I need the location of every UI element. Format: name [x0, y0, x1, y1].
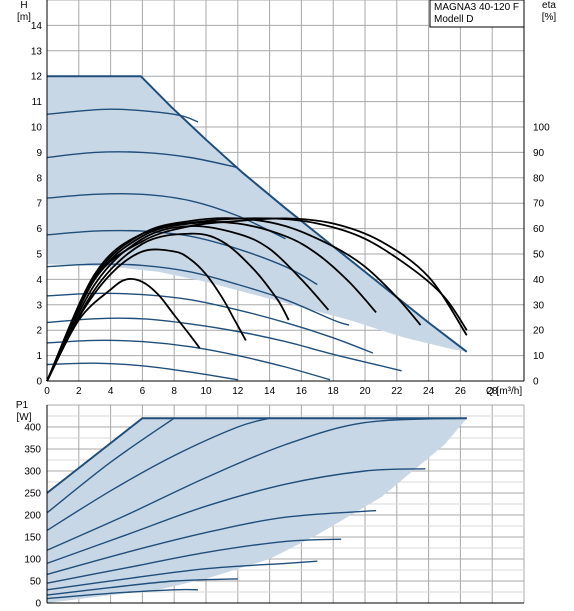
h-y-tick-label: 0 [36, 377, 42, 388]
p1-y-tick-label: 400 [24, 423, 41, 434]
h-y-tick-label: 5 [36, 250, 42, 261]
p1-control-curve [46, 538, 342, 584]
q-tick-label: 2 [76, 386, 82, 397]
p1-control-curve [46, 560, 318, 591]
p1-y-ticks: 0 50 100 150 200 250 300 350 400 [24, 423, 41, 610]
model-box: MAGNA3 40-120 F Modell D [429, 0, 525, 28]
eta-tick-label: 90 [533, 148, 545, 159]
h-y-tick-label: 2 [36, 326, 42, 337]
q-tick-label: 22 [391, 386, 403, 397]
model-box-frame [429, 0, 525, 28]
h-axis-unit: [m] [17, 12, 31, 23]
h-y-tick-label: 3 [36, 300, 42, 311]
h-control-curve [46, 339, 331, 381]
model-variant: Modell D [434, 14, 473, 25]
p1-control-curve [46, 417, 175, 514]
h-axes [46, 0, 525, 382]
q-tick-label: 4 [108, 386, 114, 397]
h-y-tick-label: 10 [31, 123, 43, 134]
q-tick-label: 20 [359, 386, 371, 397]
eta-curve [46, 217, 468, 382]
p1-operating-area [47, 418, 467, 603]
q-tick-label: 26 [455, 386, 467, 397]
p1-y-tick-label: 200 [24, 511, 41, 522]
eta-curve [46, 225, 330, 382]
p1-axis-unit: [W] [17, 412, 32, 423]
q-tick-label: 8 [171, 386, 177, 397]
p1-y-tick-label: 150 [24, 533, 41, 544]
h-axis-label: H [20, 0, 27, 11]
h-y-tick-label: 4 [36, 275, 42, 286]
p1-y-tick-label: 300 [24, 467, 41, 478]
h-y-tick-label: 13 [31, 46, 43, 57]
p1-control-curve [46, 468, 426, 565]
eta-tick-label: 40 [533, 275, 545, 286]
p1-y-tick-label: 100 [24, 555, 41, 566]
h-control-curve [47, 75, 468, 353]
p1-control-curve [46, 588, 199, 600]
q-axis-label: Q [m³/h] [486, 386, 522, 397]
h-x-ticks: 0 2 4 6 8 10 12 14 16 18 20 22 24 26 28 [44, 386, 498, 397]
q-tick-label: 6 [140, 386, 146, 397]
h-y-tick-label: 1 [36, 351, 42, 362]
h-y-tick-label: 11 [32, 97, 43, 108]
eta-tick-label: 50 [533, 250, 545, 261]
p1-axes [46, 405, 524, 604]
h-y-tick-label: 7 [36, 199, 42, 210]
h-control-curve [46, 151, 238, 169]
h-y-tick-label: 8 [36, 173, 42, 184]
h-control-curve [46, 292, 374, 354]
eta-tick-label: 70 [533, 199, 545, 210]
q-tick-label: 10 [200, 386, 212, 397]
eta-tick-label: 10 [533, 351, 545, 362]
model-name: MAGNA3 40-120 F [434, 2, 519, 13]
p1-y-tick-label: 0 [35, 599, 41, 610]
eta-curve [46, 277, 201, 382]
p1-y-tick-label: 250 [24, 489, 41, 500]
p1-control-curve [46, 417, 467, 551]
p1-control-curve [46, 417, 467, 494]
q-tick-label: 0 [44, 386, 50, 397]
h-control-curve [46, 362, 238, 381]
p1-control-curve [46, 578, 238, 596]
h-control-curve [46, 317, 402, 372]
eta-tick-label: 30 [533, 300, 545, 311]
h-control-curve [46, 229, 318, 286]
p1-control-curve [46, 417, 270, 531]
p1-curves [46, 417, 467, 600]
eta-tick-label: 0 [533, 377, 539, 388]
h-y-tick-label: 12 [31, 72, 43, 83]
q-tick-label: 28 [487, 386, 499, 397]
p1-axis-label: P1 [16, 400, 29, 411]
q-tick-label: 18 [328, 386, 340, 397]
q-tick-label: 24 [423, 386, 435, 397]
eta-tick-label: 100 [533, 123, 550, 134]
h-control-curve [46, 108, 199, 123]
p1-chart: 0 50 100 150 200 250 300 350 400 P1 [W] [16, 400, 525, 610]
eta-tick-label: 60 [533, 224, 545, 235]
p1-y-tick-label: 50 [30, 577, 42, 588]
h-y-tick-label: 9 [36, 148, 42, 159]
eta-curve [46, 232, 290, 382]
eta-curves [46, 217, 468, 382]
eta-ticks: 0 10 20 30 40 50 60 70 80 90 100 [533, 123, 550, 388]
q-tick-label: 14 [264, 386, 276, 397]
eta-tick-label: 80 [533, 173, 545, 184]
eta-tick-label: 20 [533, 326, 545, 337]
h-control-curve [46, 263, 350, 326]
eta-curve [46, 248, 247, 382]
p1-y-tick-label: 350 [24, 445, 41, 456]
eta-axis-label: eta [542, 0, 556, 11]
q-tick-label: 16 [296, 386, 308, 397]
p1-control-curve [46, 509, 377, 576]
h-y-tick-label: 6 [36, 224, 42, 235]
eta-axis-unit: [%] [542, 12, 557, 23]
h-y-tick-label: 14 [31, 21, 43, 32]
q-tick-label: 12 [232, 386, 244, 397]
